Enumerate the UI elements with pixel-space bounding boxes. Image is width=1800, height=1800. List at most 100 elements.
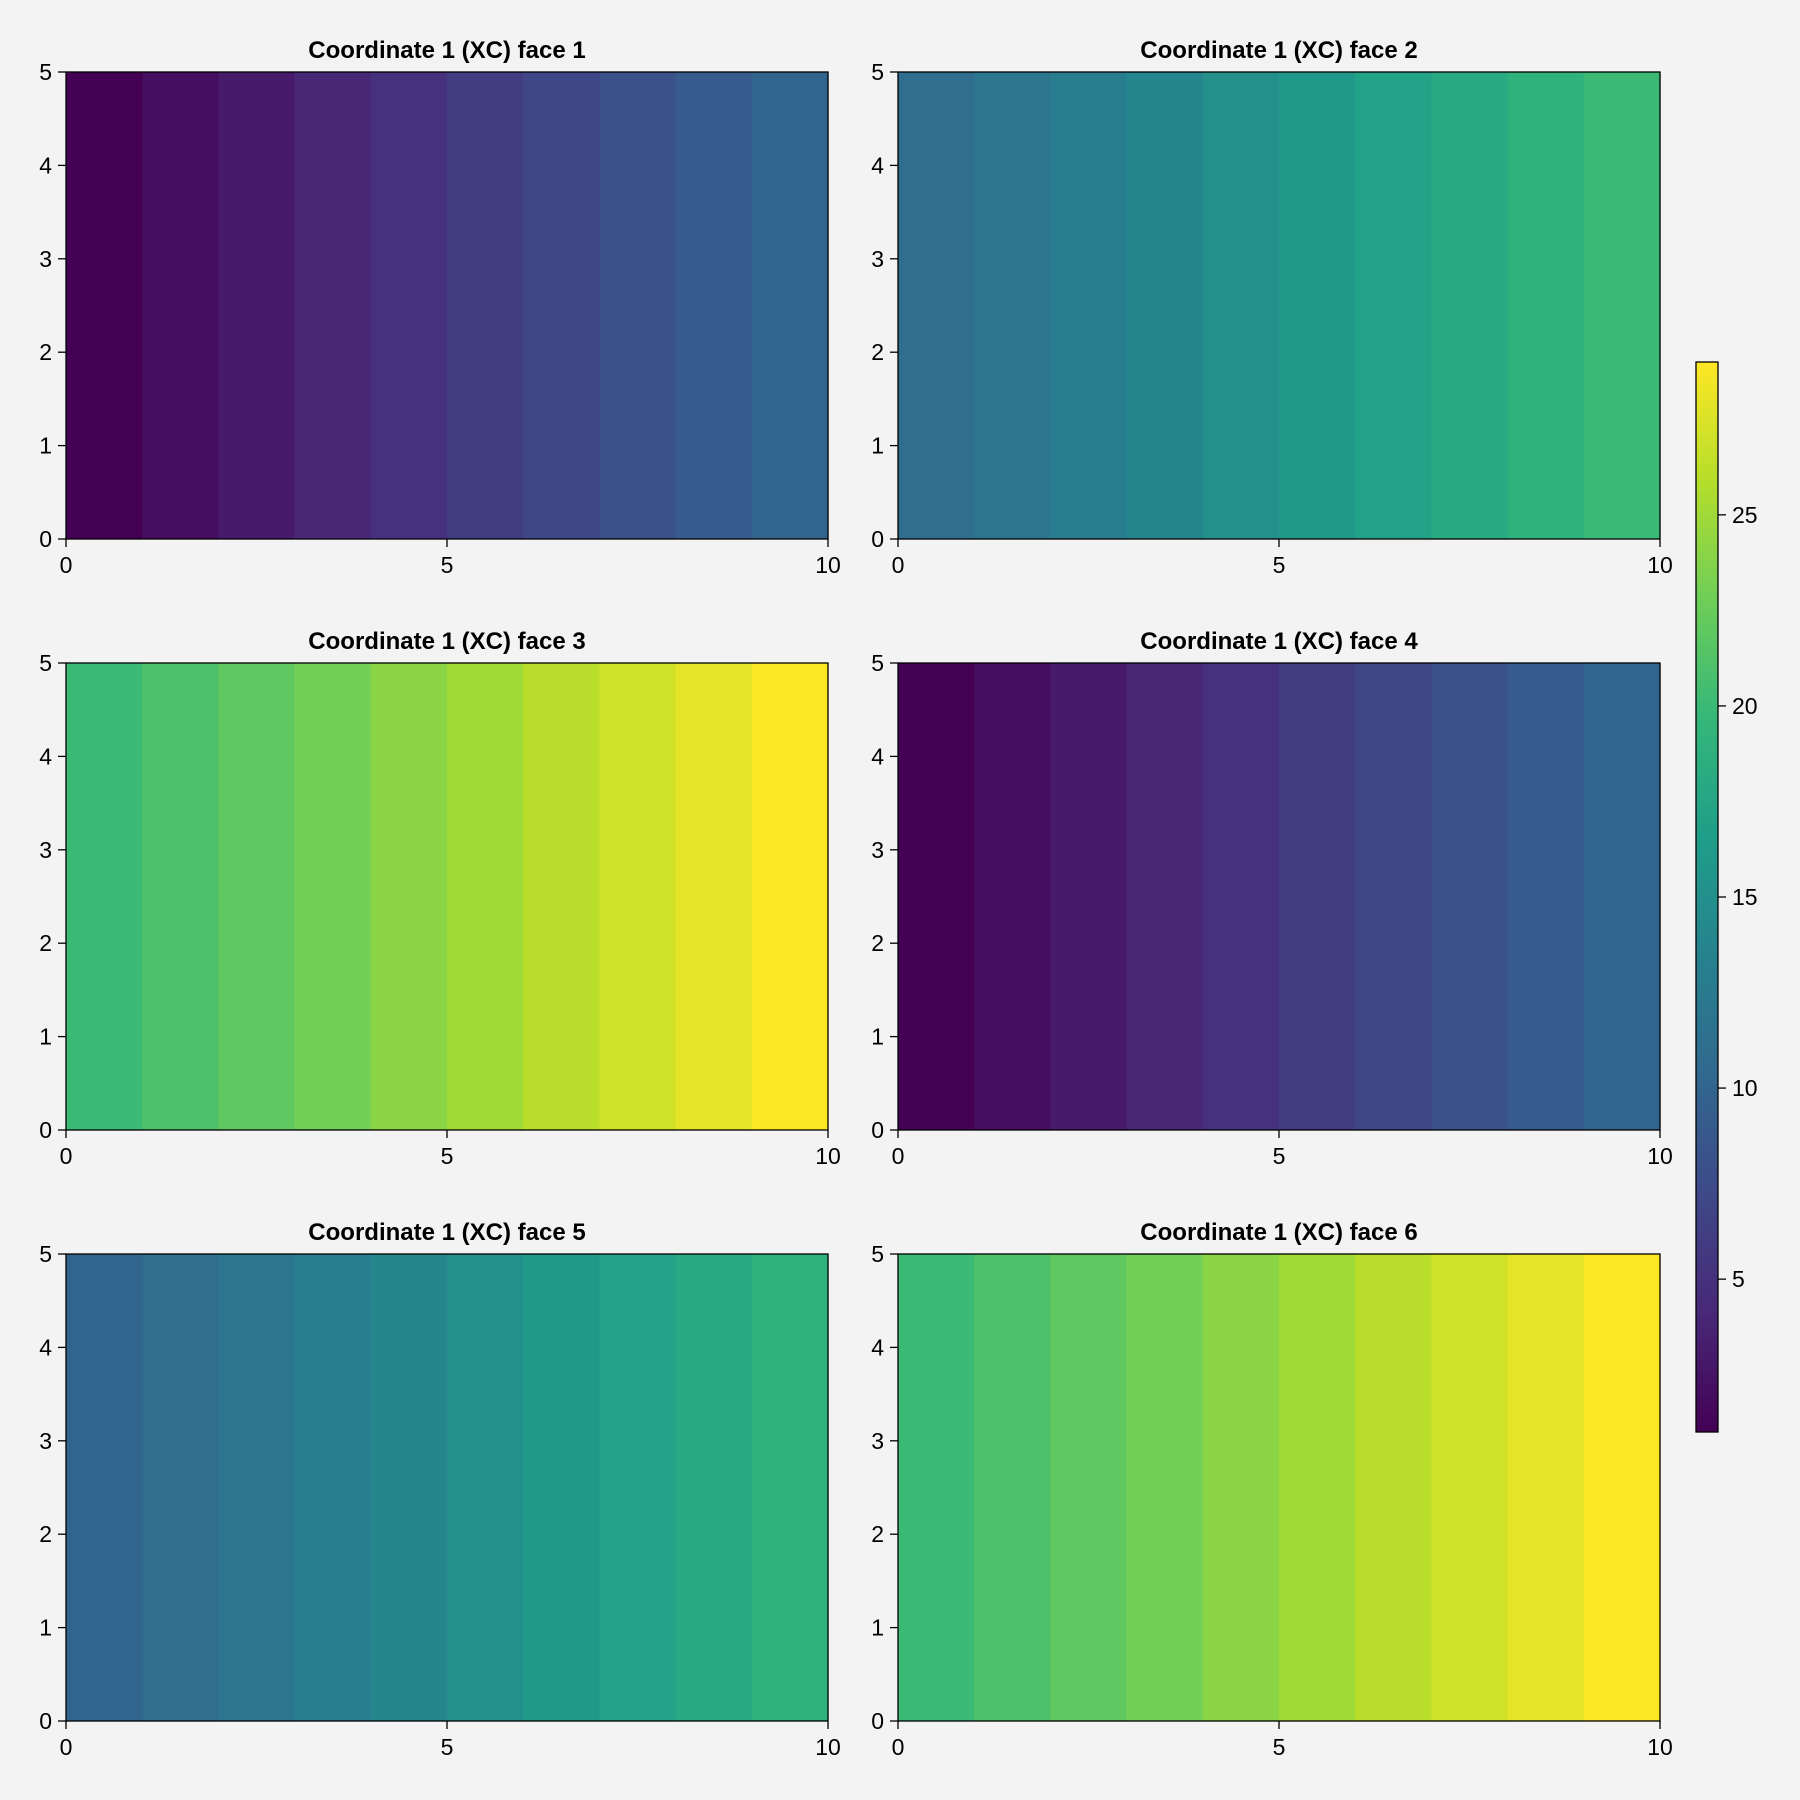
heatmap-cell bbox=[751, 663, 829, 1130]
colorbar-tick-label: 5 bbox=[1732, 1266, 1745, 1292]
heatmap-cell bbox=[218, 663, 296, 1130]
y-tick-label: 4 bbox=[871, 152, 884, 178]
y-tick-label: 4 bbox=[871, 743, 884, 769]
heatmap-cell bbox=[1126, 1254, 1204, 1721]
x-tick-label: 0 bbox=[60, 1143, 73, 1169]
heatmap-cell bbox=[523, 72, 600, 539]
colorbar: 5 10 15 20 25 bbox=[1695, 361, 1758, 1433]
heatmap-cell bbox=[1202, 72, 1280, 539]
x-tick-label: 0 bbox=[892, 1734, 905, 1760]
y-tick-label: 3 bbox=[39, 1428, 52, 1454]
x-tick-label: 10 bbox=[1647, 1734, 1673, 1760]
heatmap-cell bbox=[898, 663, 975, 1130]
x-tick-label: 0 bbox=[60, 552, 73, 578]
y-tick-label: 2 bbox=[871, 930, 884, 956]
plot-title: Coordinate 1 (XC) face 6 bbox=[1140, 1219, 1417, 1246]
y-tick-label: 5 bbox=[871, 650, 884, 676]
heatmap-cell bbox=[751, 72, 829, 539]
y-tick-label: 2 bbox=[39, 1521, 52, 1547]
x-tick-label: 5 bbox=[441, 1734, 454, 1760]
plot-title: Coordinate 1 (XC) face 2 bbox=[1140, 37, 1417, 64]
heatmap-cell bbox=[1279, 663, 1356, 1130]
heatmap-cell bbox=[66, 663, 143, 1130]
y-tick-label: 3 bbox=[871, 837, 884, 863]
plot-title: Coordinate 1 (XC) face 1 bbox=[308, 37, 585, 64]
y-tick-label: 2 bbox=[39, 930, 52, 956]
heatmap-cell bbox=[974, 1254, 1051, 1721]
y-tick-label: 4 bbox=[39, 152, 52, 178]
x-tick-label: 5 bbox=[1273, 1143, 1286, 1169]
y-tick-label: 2 bbox=[871, 1521, 884, 1547]
heatmap-cell bbox=[1050, 663, 1128, 1130]
heatmap-cell bbox=[447, 1254, 524, 1721]
y-tick-label: 1 bbox=[871, 433, 884, 459]
heatmap-cell bbox=[898, 72, 975, 539]
x-tick-label: 10 bbox=[815, 1143, 841, 1169]
heatmap-cell bbox=[675, 663, 753, 1130]
heatmap-cell bbox=[294, 72, 372, 539]
y-tick-label: 0 bbox=[39, 1117, 52, 1143]
heatmap-cell bbox=[974, 72, 1051, 539]
x-tick-label: 10 bbox=[815, 552, 841, 578]
heatmap-cell bbox=[1126, 72, 1204, 539]
heatmap-cell bbox=[370, 72, 448, 539]
y-tick-label: 0 bbox=[39, 526, 52, 552]
heatmap-cell bbox=[370, 663, 448, 1130]
colorbar-tick-label: 20 bbox=[1732, 693, 1758, 719]
y-tick-label: 1 bbox=[871, 1615, 884, 1641]
y-tick-label: 5 bbox=[39, 650, 52, 676]
heatmap-cell bbox=[370, 1254, 448, 1721]
y-tick-label: 1 bbox=[871, 1024, 884, 1050]
y-tick-label: 5 bbox=[39, 59, 52, 85]
heatmap-cell bbox=[294, 663, 372, 1130]
heatmap-cell bbox=[599, 663, 677, 1130]
heatmap-cell bbox=[1126, 663, 1204, 1130]
x-tick-label: 5 bbox=[1273, 1734, 1286, 1760]
heatmap-cell bbox=[218, 1254, 296, 1721]
y-tick-label: 0 bbox=[871, 526, 884, 552]
heatmap-cell bbox=[1279, 72, 1356, 539]
x-tick-label: 5 bbox=[1273, 552, 1286, 578]
x-tick-label: 10 bbox=[1647, 552, 1673, 578]
heatmap-cell bbox=[675, 1254, 753, 1721]
heatmap-cell bbox=[1507, 663, 1585, 1130]
heatmap-cell bbox=[599, 1254, 677, 1721]
x-tick-label: 5 bbox=[441, 552, 454, 578]
heatmap-cell bbox=[447, 663, 524, 1130]
plot-title: Coordinate 1 (XC) face 5 bbox=[308, 1219, 585, 1246]
heatmap-cell bbox=[1507, 1254, 1585, 1721]
heatmap-cell bbox=[66, 72, 143, 539]
heatmap-cell bbox=[675, 72, 753, 539]
subplot-face-4: Coordinate 1 (XC) face 4 0 5 10 0 1 2 3 4 5 bbox=[871, 628, 1673, 1169]
x-tick-label: 10 bbox=[1647, 1143, 1673, 1169]
heatmap-cell bbox=[523, 1254, 600, 1721]
y-tick-label: 3 bbox=[39, 837, 52, 863]
x-tick-label: 0 bbox=[60, 1734, 73, 1760]
y-tick-label: 0 bbox=[871, 1708, 884, 1734]
x-tick-label: 0 bbox=[892, 552, 905, 578]
y-tick-label: 3 bbox=[871, 246, 884, 272]
heatmap-cell bbox=[142, 663, 219, 1130]
plot-title: Coordinate 1 (XC) face 3 bbox=[308, 628, 585, 655]
heatmap-cell bbox=[1355, 72, 1432, 539]
heatmap-cell bbox=[1202, 1254, 1280, 1721]
heatmap-cell bbox=[1431, 72, 1509, 539]
x-tick-label: 0 bbox=[892, 1143, 905, 1169]
heatmap-cell bbox=[1507, 72, 1585, 539]
y-tick-label: 5 bbox=[871, 59, 884, 85]
heatmap-cell bbox=[294, 1254, 372, 1721]
heatmap-cell bbox=[447, 72, 524, 539]
colorbar-gradient bbox=[1696, 362, 1718, 1432]
y-tick-label: 5 bbox=[39, 1241, 52, 1267]
y-tick-label: 1 bbox=[39, 1615, 52, 1641]
heatmap-cell bbox=[142, 72, 219, 539]
heatmap-cell bbox=[974, 663, 1051, 1130]
heatmap-cell bbox=[599, 72, 677, 539]
heatmap-cell bbox=[1583, 72, 1661, 539]
heatmap-cell bbox=[1355, 663, 1432, 1130]
y-tick-label: 2 bbox=[39, 339, 52, 365]
colorbar-tick-label: 10 bbox=[1732, 1075, 1758, 1101]
y-tick-label: 4 bbox=[39, 1334, 52, 1360]
heatmap-cell bbox=[751, 1254, 829, 1721]
